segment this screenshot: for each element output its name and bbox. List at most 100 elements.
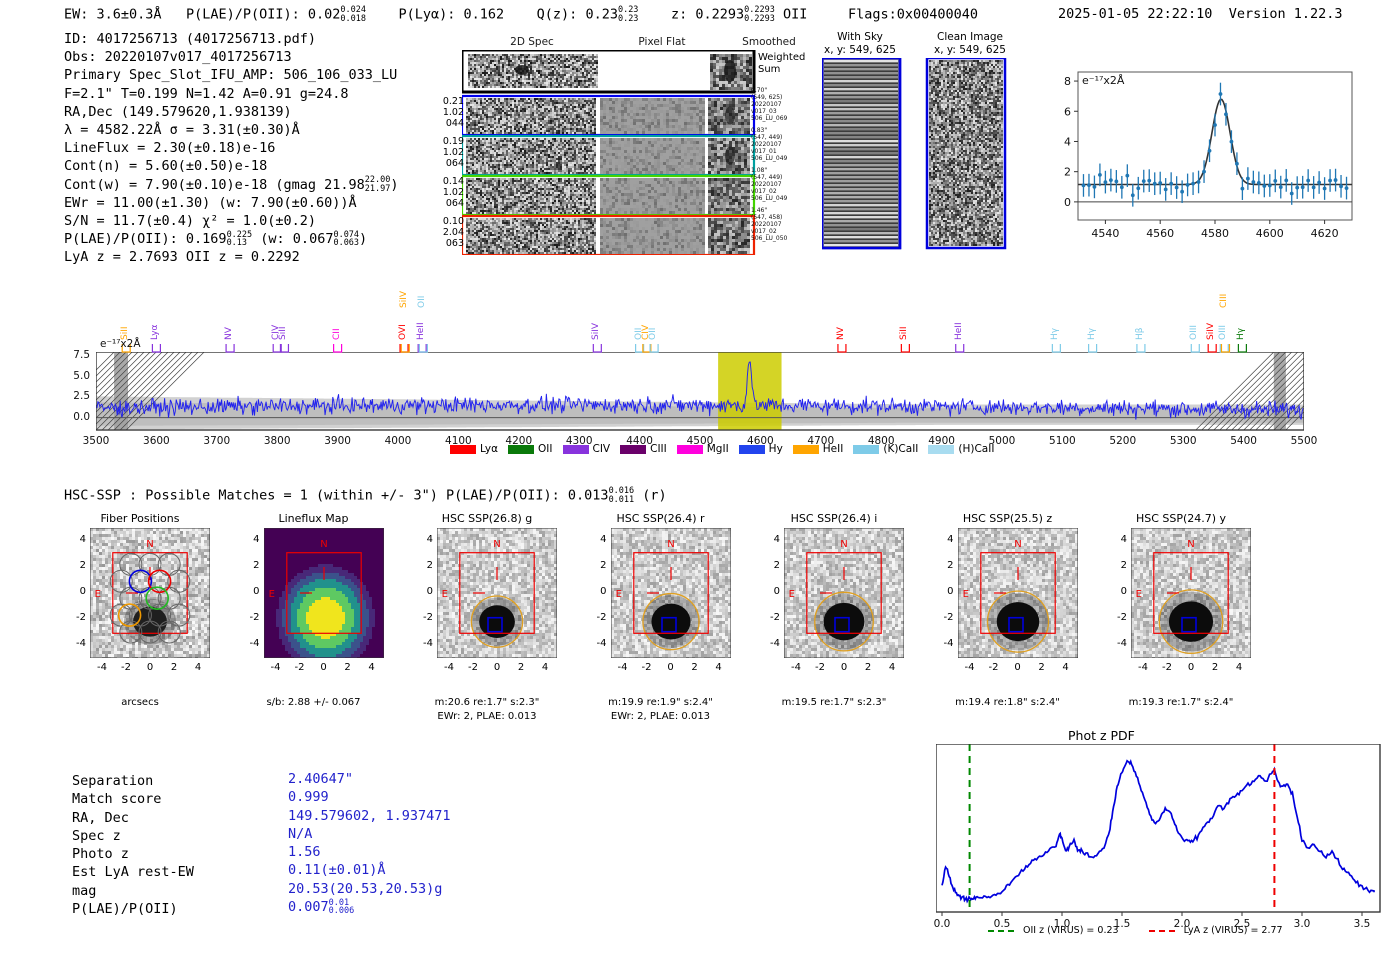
label-est-lya-rest-ew: Est LyA rest-EW	[72, 863, 194, 881]
fiber-left-label-3: 0.10 2.04 063	[424, 216, 464, 249]
fiber-left-label-1: 0.19 1.02 064	[424, 136, 464, 169]
cutout-xtick: 2	[683, 662, 707, 673]
cutout-image-0: NE	[90, 528, 210, 658]
cutout-title-3: HSC SSP(26.4) r	[581, 512, 741, 525]
cutout-xtick: 2	[509, 662, 533, 673]
cleanimage-title: Clean Image x, y: 549, 625	[915, 31, 1025, 56]
sky-clean-images	[822, 58, 1007, 250]
version: Version 1.22.3	[1229, 6, 1343, 22]
cutout-ytick: 4	[934, 534, 953, 545]
info-plae-mid: (w: 0.067	[260, 231, 333, 247]
header-plae-range: 0.024 0.018	[340, 6, 366, 23]
emission-line-label-OII: OII	[417, 296, 427, 308]
spectrum-xtick: 3600	[132, 435, 180, 447]
spectrum-xtick: 3800	[253, 435, 301, 447]
cutout-ytick: 0	[413, 586, 433, 597]
info-primary-spec: Primary Spec_Slot_IFU_AMP: 506_106_033_L…	[64, 66, 398, 84]
emission-line-label-OIII: OIII	[1218, 325, 1228, 340]
match-table-values: 2.40647" 0.999 149.579602, 1.937471 N/A …	[288, 770, 451, 916]
legend-swatch-icon	[928, 444, 955, 454]
weighted-sum-label: Weighted Sum	[758, 52, 810, 75]
cutout-ytick: -4	[1107, 638, 1127, 649]
cutout-ytick: -4	[240, 638, 260, 649]
legend-item-Hy: Hy	[738, 443, 783, 455]
cutout-ytick: 2	[587, 560, 606, 571]
info-lineflux: LineFlux = 2.30(±0.18)e-16	[64, 139, 398, 157]
cutout-ytick: 4	[587, 534, 606, 545]
value-separation: 2.40647"	[288, 770, 451, 788]
info-cont-w: Cont(w) = 7.90(±0.10)e-18 (gmag 21.98 22.…	[64, 176, 398, 194]
emission-line-label-NV: NV	[836, 327, 846, 340]
legend-swatch-icon	[508, 444, 535, 454]
emission-line-label-OII: OII	[648, 328, 658, 340]
cutout-ytick: -4	[413, 638, 433, 649]
info-plae-pre: P(LAE)/P(OII): 0.169	[64, 231, 227, 247]
value-plae-poii: 0.007 0.01 0.006	[288, 898, 451, 916]
label-separation: Separation	[72, 772, 194, 790]
cutout-ytick: -4	[587, 638, 607, 649]
cutout-ytick: -2	[934, 612, 954, 623]
spectrum-xtick: 5500	[1280, 435, 1328, 447]
legend-swatch-icon	[792, 444, 819, 454]
cutout-ytick: 2	[1107, 560, 1127, 571]
cutout-image-3: NE	[610, 528, 731, 658]
emission-line-label-SiII: SiII	[120, 326, 130, 340]
emission-line-label-Hγ: Hγ	[1087, 328, 1097, 340]
photz-xtick: 0.5	[984, 918, 1020, 930]
photz-xtick: 0.0	[924, 918, 960, 930]
header-plae-label: P(LAE)/P(OII): 0.02	[186, 7, 340, 23]
spectrum-xtick: 3700	[193, 435, 241, 447]
cutout-xtick: 0	[1006, 662, 1030, 673]
emission-line-label-Lyα: Lyα	[150, 325, 160, 340]
header-flags: Flags:0x00400040	[848, 7, 978, 23]
emission-line-label-OIII: OIII	[1189, 325, 1199, 340]
cutout-xtick: -4	[611, 662, 635, 673]
header-z-label: z: 0.2293	[671, 7, 744, 23]
info-cont-n: Cont(n) = 5.60(±0.50)e-18	[64, 157, 398, 175]
legend-swatch-icon	[620, 444, 647, 454]
cutout-xtick: 4	[707, 662, 731, 673]
spectrum-xtick: 5400	[1220, 435, 1268, 447]
legend-label: Lyα	[480, 443, 498, 455]
emission-line-label-Hγ: Hγ	[1050, 328, 1060, 340]
cutout-ytick: 0	[760, 586, 780, 597]
detection-info-block: ID: 4017256713 (4017256713.pdf) Obs: 202…	[64, 30, 398, 267]
cutout-xtick: -2	[808, 662, 832, 673]
cutout-caption2-2: EWr: 2, PLAE: 0.013	[407, 711, 567, 724]
emission-line-label-Hγ: Hγ	[1236, 328, 1246, 340]
label-plae-poii: P(LAE)/P(OII)	[72, 900, 194, 918]
cutout-xtick: 4	[533, 662, 557, 673]
header-ew: EW: 3.6±0.3Å	[64, 7, 162, 23]
spectrum-xtick: 3900	[314, 435, 362, 447]
value-match-score: 0.999	[288, 788, 451, 806]
cutout-ytick: -4	[66, 638, 86, 649]
cutout-ytick: 2	[66, 560, 86, 571]
header-qz-label: Q(z): 0.23	[537, 7, 618, 23]
cutout-caption1-0: arcsecs	[60, 697, 220, 710]
cutout-title-0: Fiber Positions	[60, 512, 220, 525]
cutout-image-6: NE	[1131, 528, 1251, 658]
cutout-xtick: 2	[336, 662, 360, 673]
cutout-ytick: 2	[240, 560, 259, 571]
label-match-score: Match score	[72, 790, 194, 808]
info-radec: RA,Dec (149.579620,1.938139)	[64, 103, 398, 121]
photz-xtick: 3.5	[1344, 918, 1380, 930]
cutout-ytick: 2	[934, 560, 953, 571]
cutout-ytick: 2	[760, 560, 780, 571]
legend-label: MgII	[707, 443, 729, 455]
value-mag: 20.53(20.53,20.53)g	[288, 880, 451, 898]
value-photo-z: 1.56	[288, 843, 451, 861]
hsc-heading-band: (r)	[642, 488, 666, 504]
header-qz-range: 0.23 0.23	[618, 6, 638, 23]
legend-item-OII: OII	[508, 443, 553, 455]
photz-xtick: 2.0	[1164, 918, 1200, 930]
legend-label: (H)CaII	[958, 443, 994, 455]
cutout-title-5: HSC SSP(25.5) z	[928, 512, 1088, 525]
info-id: ID: 4017256713 (4017256713.pdf)	[64, 30, 398, 48]
legend-swatch-icon	[738, 444, 765, 454]
photz-title: Phot z PDF	[1068, 728, 1135, 743]
cutout-xtick: 0	[312, 662, 336, 673]
cutout-ytick: 0	[240, 586, 259, 597]
value-est-lya-rest-ew: 0.11(±0.01)Å	[288, 861, 451, 879]
fiber-right-label-1: 0.83" (547, 449) 20220107 v017_01 506_LU_049	[751, 127, 807, 162]
